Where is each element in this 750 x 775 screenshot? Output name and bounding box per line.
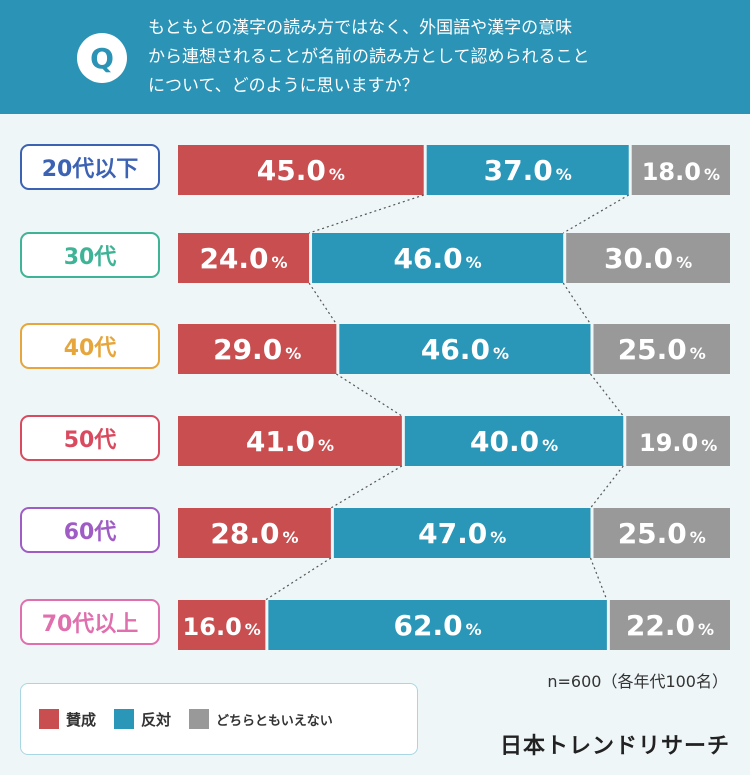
- bar-value-label: 29.0%: [213, 333, 301, 366]
- legend-item-disagree: 反対: [114, 709, 171, 730]
- bar-segment: [426, 145, 629, 195]
- connector-line: [265, 557, 332, 601]
- connector-line: [590, 373, 624, 417]
- legend-item-agree: 賛成: [39, 709, 96, 730]
- bar-segment: [178, 508, 331, 558]
- bar-segment: [312, 233, 564, 283]
- bar-segment: [593, 508, 730, 558]
- bar-segment: [268, 600, 607, 650]
- bar-segment: [178, 416, 402, 466]
- age-group-label: 50代: [20, 415, 160, 461]
- bar-segment: [566, 233, 730, 283]
- question-line: について、どのように思いますか？: [148, 76, 419, 96]
- bar-segment: [339, 324, 591, 374]
- legend-item-neither: どちらともいえない: [189, 709, 333, 729]
- bar-value-label: 46.0%: [394, 242, 482, 275]
- age-group-label: 20代以下: [20, 144, 160, 190]
- age-group-label: 70代以上: [20, 599, 160, 645]
- bar-segment: [593, 324, 730, 374]
- bar-segment: [609, 600, 730, 650]
- legend-label: どちらともいえない: [216, 713, 333, 729]
- connector-line: [330, 465, 403, 509]
- age-group-label: 30代: [20, 232, 160, 278]
- bar-value-label: 25.0%: [618, 333, 706, 366]
- legend-swatch: [114, 709, 135, 729]
- bar-segment: [404, 416, 624, 466]
- legend-swatch: [39, 709, 59, 729]
- bar-value-label: 41.0%: [246, 425, 334, 458]
- question-text: もともとの漢字の読み方ではなく、外国語や漢字の意味 から連想されることが名前の読…: [148, 14, 718, 101]
- bar-segment: [178, 600, 266, 650]
- bar-value-label: 18.0%: [642, 158, 720, 186]
- bar-value-label: 28.0%: [210, 517, 298, 550]
- bar-segment: [178, 145, 424, 195]
- question-badge: Q: [77, 33, 127, 83]
- question-line: もともとの漢字の読み方ではなく、外国語や漢字の意味: [148, 18, 573, 38]
- bar-value-label: 30.0%: [604, 242, 692, 275]
- legend-swatch: [189, 709, 210, 729]
- connector-line: [562, 282, 591, 325]
- legend-label: 賛成: [66, 710, 97, 729]
- connector-line: [308, 282, 337, 325]
- connector-line: [562, 194, 630, 234]
- brand-logo: 日本トレンドリサーチ: [499, 734, 730, 759]
- stacked-bar-chart: 45.0% 37.0% 18.0 % 24.0% 46.0% 30.0 % 29.0% 46.0%…: [178, 145, 730, 650]
- sample-size-note: n=600（各年代100名）: [547, 672, 728, 691]
- bar-segment: [178, 324, 337, 374]
- bar-value-label: 46.0%: [421, 333, 509, 366]
- bar-value-label: 25.0%: [618, 517, 706, 550]
- bar-segment: [626, 416, 730, 466]
- bar-value-label: 40.0%: [470, 425, 558, 458]
- bar-value-label: 37.0%: [484, 154, 572, 187]
- bar-segment: [333, 508, 591, 558]
- age-group-label: 60代: [20, 507, 160, 553]
- bar-value-label: 22.0%: [626, 609, 714, 642]
- chart-legend: 賛成 反対 どちらともいえない: [20, 683, 418, 755]
- bar-value-label: 62.0%: [394, 609, 482, 642]
- connector-line: [336, 373, 403, 417]
- bar-value-label: 47.0%: [418, 517, 506, 550]
- bar-value-label: 45.0%: [257, 154, 345, 187]
- connector-line: [308, 194, 424, 234]
- connector-line: [590, 465, 624, 509]
- connector-line: [589, 557, 608, 601]
- bar-value-label: 24.0%: [199, 242, 287, 275]
- bar-segment: [631, 145, 730, 195]
- question-line: から連想されることが名前の読み方として認められること: [148, 47, 590, 67]
- bar-value-label: 19.0%: [639, 429, 717, 457]
- question-header: Q もともとの漢字の読み方ではなく、外国語や漢字の意味 から連想されることが名前…: [0, 0, 750, 114]
- age-group-label: 40代: [20, 323, 160, 369]
- bar-value-label: 16.0%: [183, 613, 261, 641]
- legend-label: 反対: [141, 710, 172, 729]
- bar-segment: [178, 233, 310, 283]
